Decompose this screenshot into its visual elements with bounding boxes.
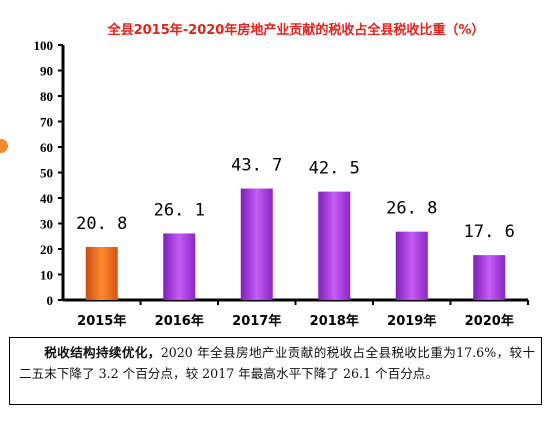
y-tick-label: 40 (40, 191, 53, 206)
data-label: 43. 7 (231, 156, 282, 176)
bar-2020年 (473, 255, 506, 300)
chart-title: 全县2015年-2020年房地产业贡献的税收占全县税收比重（%） (107, 22, 485, 38)
decorative-dot (0, 139, 8, 153)
data-label: 42. 5 (309, 159, 360, 179)
y-tick-label: 70 (40, 115, 53, 130)
y-tick-label: 60 (40, 140, 53, 155)
x-tick-label: 2017年 (232, 313, 281, 329)
data-label: 20. 8 (76, 214, 127, 234)
summary-note: 税收结构持续优化，2020 年全县房地产业贡献的税收占全县税收比重为17.6%，… (9, 337, 542, 405)
y-tick-label: 50 (40, 166, 53, 181)
y-tick-label: 0 (47, 293, 54, 308)
bar-2019年 (395, 231, 428, 300)
x-tick-label: 2018年 (310, 313, 359, 329)
data-label: 26. 1 (154, 200, 205, 220)
x-tick-label: 2019年 (387, 313, 436, 329)
y-tick-label: 100 (34, 38, 54, 53)
y-tick-label: 90 (40, 64, 53, 79)
x-tick-label: 2016年 (155, 313, 204, 329)
y-tick-label: 20 (40, 242, 53, 257)
y-tick-label: 30 (40, 217, 53, 232)
note-lead: 税收结构持续优化， (44, 345, 161, 360)
data-labels: 20. 8 26. 1 43. 7 42. 5 26. 8 17. 6 (76, 156, 515, 243)
data-label: 26. 8 (386, 199, 437, 219)
y-axis: 0 10 20 30 40 50 60 70 80 90 100 (34, 38, 65, 308)
bar-chart: 全县2015年-2020年房地产业贡献的税收占全县税收比重（%） 0 10 20 30… (34, 22, 529, 329)
x-axis: 2015年 2016年 2017年 2018年 2019年 2020年 (63, 298, 529, 329)
note-body: 2020 年全县房地产业贡献的税收占全县税收比重为17.6%，较十二五末下降了 … (19, 345, 536, 381)
x-tick-label: 2020年 (465, 313, 514, 329)
y-tick-label: 80 (40, 89, 53, 104)
bar-2018年 (318, 191, 351, 300)
x-tick-label: 2015年 (77, 313, 126, 329)
bar-2016年 (163, 233, 196, 300)
bars (85, 188, 506, 300)
bar-2015年 (85, 246, 118, 300)
bar-2017年 (240, 188, 273, 300)
y-tick-label: 10 (40, 268, 53, 283)
data-label: 17. 6 (464, 222, 515, 242)
